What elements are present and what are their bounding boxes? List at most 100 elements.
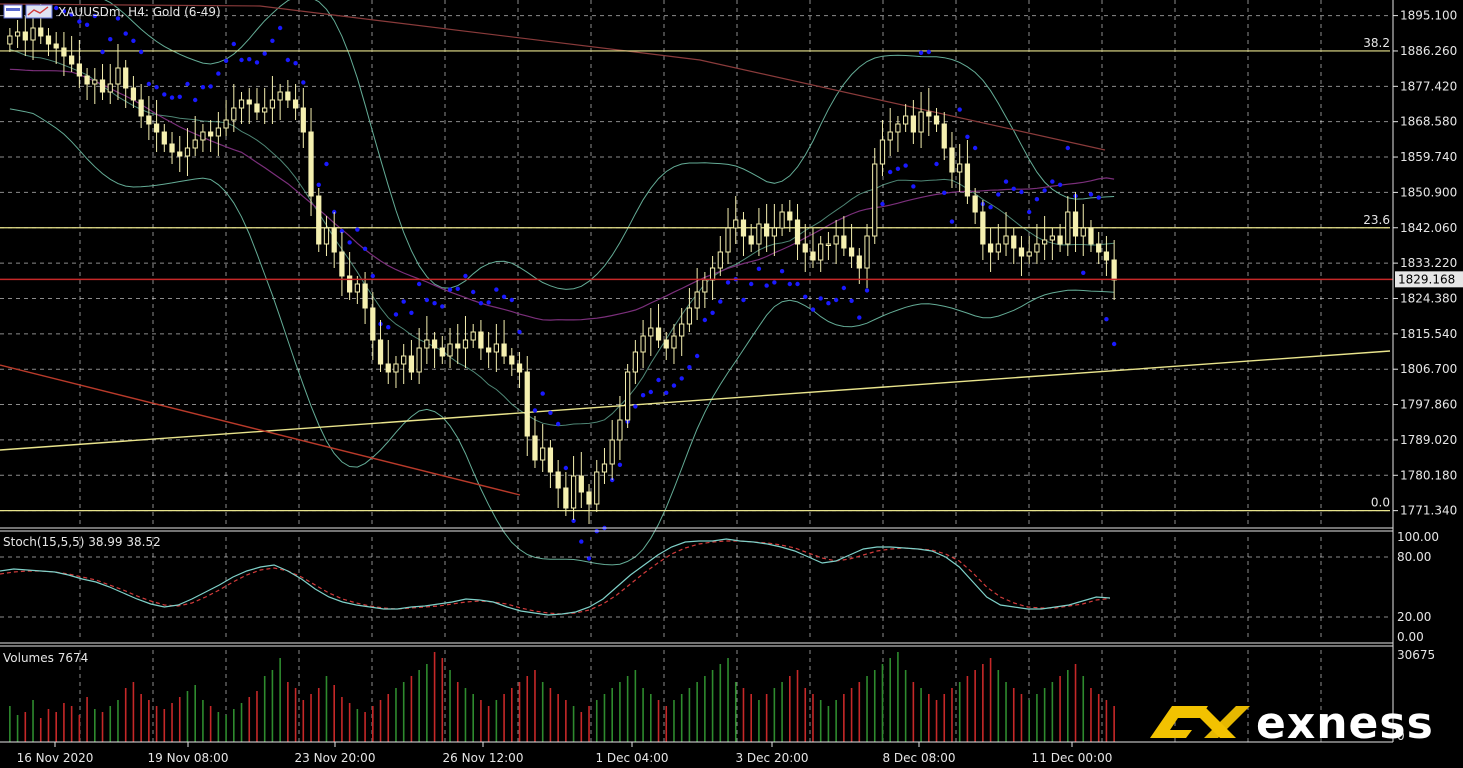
candle-body bbox=[439, 347, 445, 357]
candle-body bbox=[416, 347, 422, 373]
psar-dot bbox=[77, 19, 82, 24]
fibo-level-label: 38.2 bbox=[1363, 36, 1390, 50]
exness-logo: exness bbox=[1150, 698, 1434, 749]
psar-dot bbox=[447, 287, 453, 292]
candle-body bbox=[1042, 239, 1048, 245]
candle-body bbox=[53, 43, 59, 49]
candle-body bbox=[555, 471, 561, 489]
psar-dot bbox=[84, 22, 90, 27]
candle-body bbox=[447, 343, 453, 357]
psar-dot bbox=[347, 240, 352, 245]
time-tick-label: 26 Nov 12:00 bbox=[443, 751, 524, 765]
candle-body bbox=[586, 491, 592, 505]
candle-body bbox=[1026, 251, 1032, 257]
candle-body bbox=[509, 355, 515, 365]
price-tick-label: 1877.420 bbox=[1400, 79, 1457, 93]
psar-dot bbox=[1011, 186, 1016, 191]
support-trendline[interactable] bbox=[0, 350, 1391, 451]
psar-dot bbox=[818, 296, 823, 301]
moving-average-purple bbox=[9, 68, 1115, 321]
psar-dot bbox=[942, 190, 947, 195]
candle-body bbox=[818, 243, 824, 261]
psar-dot bbox=[424, 297, 430, 303]
candle-body bbox=[478, 331, 484, 349]
price-tick-label: 1833.220 bbox=[1400, 256, 1457, 270]
psar-dot bbox=[810, 307, 816, 312]
price-tick-label: 1824.380 bbox=[1400, 291, 1457, 305]
psar-dot bbox=[849, 298, 854, 303]
psar-dot bbox=[1019, 189, 1024, 195]
candle-body bbox=[30, 27, 36, 41]
time-axis[interactable]: 16 Nov 2020 19 Nov 08:00 23 Nov 20:00 26 No… bbox=[17, 742, 1113, 765]
chart-icon[interactable] bbox=[25, 4, 53, 19]
psar-dot bbox=[478, 301, 484, 306]
price-tick-label: 1815.540 bbox=[1400, 327, 1457, 341]
psar-dot bbox=[138, 49, 144, 55]
exness-logo-text: exness bbox=[1256, 698, 1434, 749]
psar-dot bbox=[370, 273, 376, 279]
psar-dot bbox=[710, 310, 715, 315]
psar-dot bbox=[532, 408, 538, 413]
candle-body bbox=[794, 219, 801, 245]
psar-dot bbox=[563, 465, 569, 471]
psar-dot bbox=[795, 281, 800, 287]
candle-body bbox=[910, 115, 916, 133]
psar-dot bbox=[131, 38, 136, 43]
candle-body bbox=[38, 27, 44, 37]
candle-body bbox=[987, 243, 994, 253]
candle-body bbox=[22, 31, 28, 41]
psar-dot bbox=[764, 283, 769, 288]
stochastic-tick-label: 80.00 bbox=[1397, 550, 1431, 564]
psar-dot bbox=[169, 95, 175, 100]
trendlines[interactable] bbox=[0, 350, 1391, 496]
candlestick-series bbox=[7, 4, 1117, 524]
price-axis[interactable]: 1895.100 1886.260 1877.420 1868.580 1859.740… bbox=[1392, 0, 1457, 742]
candle-body bbox=[370, 307, 376, 341]
psar-dot bbox=[432, 301, 437, 306]
candle-body bbox=[92, 79, 98, 85]
time-tick-label: 16 Nov 2020 bbox=[17, 751, 94, 765]
moving-average-slow bbox=[0, 3, 1106, 151]
candle-body bbox=[694, 291, 700, 309]
candle-body bbox=[1088, 227, 1094, 245]
candle-body bbox=[45, 35, 52, 45]
fibo-level-label: 23.6 bbox=[1363, 213, 1390, 227]
psar-dot bbox=[1104, 317, 1109, 322]
stochastic-tick-label: 0.00 bbox=[1397, 630, 1424, 644]
psar-dot bbox=[957, 107, 962, 112]
resistance-trendline[interactable] bbox=[0, 364, 521, 496]
candle-body bbox=[169, 143, 175, 153]
psar-dot bbox=[555, 421, 561, 427]
candle-body bbox=[486, 347, 492, 353]
psar-dot bbox=[826, 301, 831, 306]
candle-body bbox=[462, 339, 469, 349]
candle-body bbox=[192, 139, 198, 149]
candle-body bbox=[138, 99, 144, 117]
price-panel[interactable]: 38.2 23.6 0.0 bbox=[0, 0, 1393, 566]
psar-dot bbox=[640, 393, 646, 398]
psar-dot bbox=[880, 201, 885, 207]
psar-dot bbox=[470, 289, 476, 295]
psar-dot bbox=[895, 166, 901, 171]
psar-dot bbox=[1111, 341, 1117, 347]
candle-body bbox=[733, 219, 739, 229]
candle-body bbox=[401, 355, 407, 365]
volume-panel[interactable]: Volumes 7674 30675 0 bbox=[0, 642, 1435, 743]
window-icon[interactable] bbox=[3, 4, 23, 19]
candle-body bbox=[825, 243, 832, 246]
psar-dot bbox=[1003, 179, 1009, 184]
candle-body bbox=[748, 235, 754, 245]
candle-body bbox=[524, 371, 530, 437]
stochastic-panel[interactable]: Stoch(15,5,5) 38.99 38.52 100.00 80.00 20.… bbox=[0, 527, 1439, 644]
psar-dot bbox=[185, 81, 190, 87]
candle-body bbox=[339, 251, 345, 277]
psar-dot bbox=[355, 227, 360, 232]
psar-dot bbox=[996, 192, 1001, 197]
candle-body bbox=[362, 283, 368, 309]
psar-dot bbox=[1088, 192, 1094, 197]
candle-body bbox=[455, 343, 461, 349]
psar-dot bbox=[494, 287, 499, 292]
psar-dot bbox=[316, 182, 321, 187]
fibonacci-levels[interactable]: 38.2 23.6 0.0 bbox=[0, 36, 1390, 512]
